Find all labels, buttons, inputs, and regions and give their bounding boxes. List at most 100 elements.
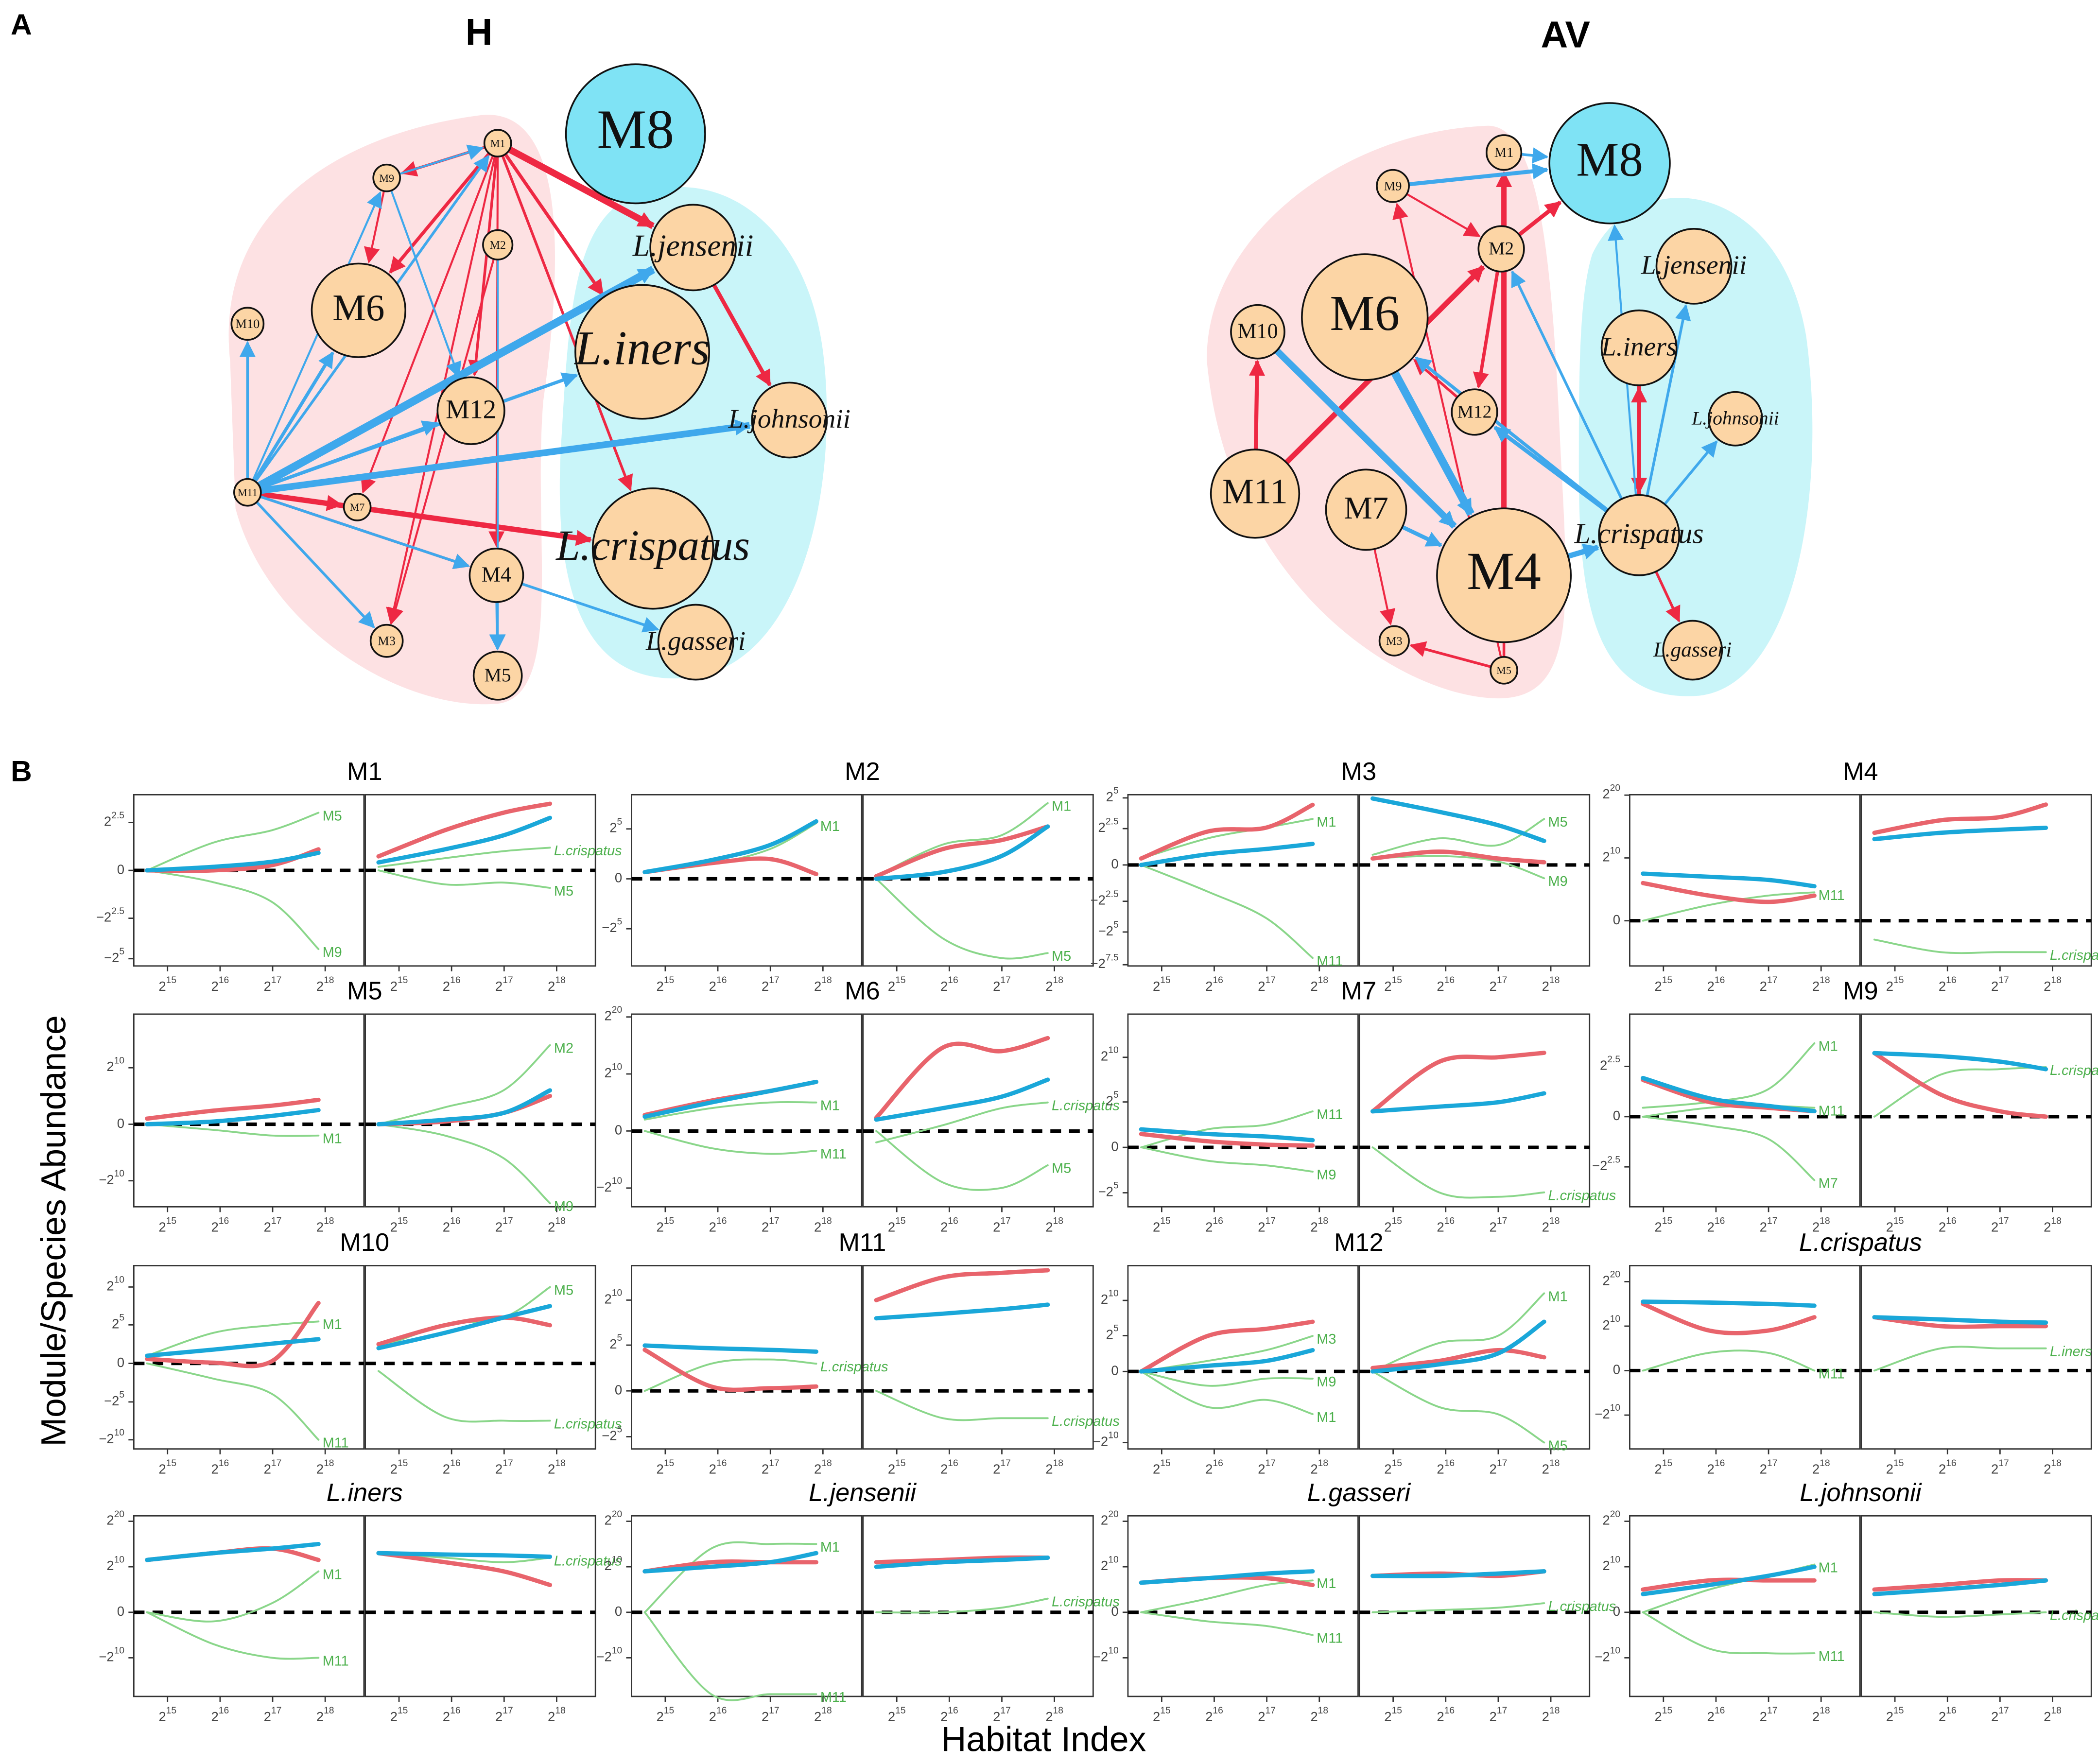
node-label: M7 (1344, 490, 1388, 526)
curve-label: M11 (820, 1146, 847, 1162)
node-label: M5 (1496, 664, 1511, 676)
plot-frame (1127, 1515, 1359, 1697)
chart-title: L.johnsonii (1800, 1479, 1922, 1507)
trend-curve (376, 1088, 553, 1126)
node (751, 381, 828, 459)
curve-label: M11 (323, 1653, 349, 1669)
y-tick-label: 210 (106, 1275, 124, 1294)
trend-curve (1872, 1315, 2048, 1329)
plot-frame (1629, 1265, 1861, 1450)
x-tick-label: 216 (940, 1458, 958, 1477)
node-label: M12 (1457, 402, 1492, 422)
subplot: 215 216 217 218 −210 0 210 220 M1 M11 (99, 1509, 365, 1724)
x-tick-label: 217 (1258, 1706, 1276, 1724)
x-tick-label: 215 (1384, 1458, 1402, 1477)
node-label: M4 (482, 563, 511, 587)
node-label: M10 (235, 316, 260, 331)
x-tick-label: 216 (1205, 1216, 1223, 1235)
x-tick-label: 217 (762, 1706, 780, 1724)
edge (260, 495, 470, 569)
y-axis-label: Module/Species Abundance (35, 1015, 73, 1446)
plot-frame (1860, 1265, 2092, 1450)
y-tick-label: −210 (99, 1428, 124, 1446)
chart-title: L.crispatus (1799, 1228, 1922, 1257)
trend-curve (1641, 1301, 1817, 1335)
x-tick-label: 218 (814, 975, 832, 994)
x-tick-label: 218 (1812, 975, 1830, 994)
x-tick-label: 218 (548, 1216, 566, 1235)
background-curve (1873, 938, 2047, 954)
x-tick-label: 215 (390, 1216, 408, 1235)
x-tick-label: 215 (657, 1458, 675, 1477)
background-curve (1642, 1042, 1816, 1109)
curve-label: M9 (554, 1199, 573, 1214)
node (1655, 227, 1733, 305)
edge (1493, 425, 1608, 513)
x-tick-label: 218 (1045, 1706, 1063, 1724)
y-tick-label: 210 (1101, 1288, 1119, 1307)
edge (1518, 200, 1562, 237)
x-tick-label: 217 (1760, 975, 1778, 994)
x-tick-label: 216 (1205, 1458, 1223, 1477)
node-label: M8 (597, 98, 674, 160)
edge (256, 501, 375, 629)
plot-frame (1358, 794, 1591, 967)
x-tick-label: 216 (1707, 1458, 1725, 1477)
x-tick-label: 218 (316, 1216, 334, 1235)
x-tick-label: 216 (443, 1458, 461, 1477)
subplot: 215 216 217 218 −25 0 25 210 L.crispatus (602, 1265, 888, 1477)
background-curve (377, 847, 551, 868)
node (657, 604, 734, 681)
x-tick-label: 215 (158, 975, 176, 994)
node-label: M5 (485, 664, 511, 686)
network-title: AV (1541, 14, 1590, 55)
y-tick-label: 0 (117, 1604, 124, 1619)
trend-curve (1641, 871, 1817, 889)
curve-label: M9 (1317, 1374, 1336, 1390)
trend-curve (1872, 802, 2048, 835)
x-tick-label: 218 (316, 1458, 334, 1477)
x-tick-label: 215 (158, 1458, 176, 1477)
background-curve (1642, 1611, 1816, 1655)
y-tick-label: 210 (604, 1062, 622, 1080)
curve-label: M11 (1317, 1107, 1343, 1123)
subplot: 215 216 217 218 −210 0 210 220 M1 M11 (1093, 1509, 1359, 1724)
x-tick-label: 218 (1812, 1216, 1830, 1235)
x-tick-label: 215 (888, 1706, 906, 1724)
edge (388, 259, 495, 624)
background-curve (643, 1358, 817, 1392)
x-tick-label: 217 (1258, 1216, 1276, 1235)
trend-curve (376, 1315, 553, 1347)
background-curve (146, 1320, 320, 1357)
x-tick-label: 217 (762, 975, 780, 994)
node-label: M12 (446, 395, 496, 424)
x-tick-label: 216 (1707, 975, 1725, 994)
node-label: M6 (332, 287, 384, 329)
node-label: L.crispatus (1574, 518, 1704, 550)
edge (253, 351, 334, 482)
trend-curve (1872, 826, 2048, 842)
node-label: L.iners (573, 322, 710, 375)
background-curve (146, 869, 320, 951)
x-tick-label: 217 (264, 975, 282, 994)
trend-curve (874, 1077, 1050, 1122)
node (1376, 169, 1410, 203)
chart-title: M7 (1341, 977, 1377, 1005)
x-tick-label: 215 (657, 975, 675, 994)
background-curve (146, 1611, 320, 1660)
edge (1373, 549, 1396, 625)
curve-label: M1 (1317, 1410, 1336, 1425)
trend-curve (874, 1036, 1050, 1120)
y-tick-label: 0 (1111, 1139, 1118, 1154)
chart-title: M5 (347, 977, 382, 1005)
trend-curve (1370, 1319, 1546, 1374)
x-tick-label: 216 (443, 975, 461, 994)
curve-label: M3 (1317, 1332, 1336, 1347)
plot-frame (862, 1265, 1094, 1450)
chart-title: M6 (845, 977, 880, 1005)
chart-title: L.jensenii (809, 1479, 917, 1507)
chart-title: M4 (1843, 758, 1878, 786)
y-tick-label: 210 (106, 1555, 124, 1573)
